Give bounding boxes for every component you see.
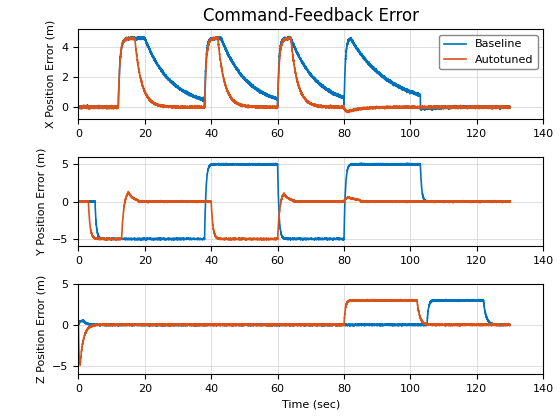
Baseline	[507, 104, 514, 109]
Baseline	[75, 104, 82, 109]
Baseline	[93, 105, 100, 110]
Autotuned	[344, 110, 351, 115]
Autotuned	[160, 104, 166, 109]
Autotuned	[75, 105, 82, 110]
Y-axis label: Z Position Error (m): Z Position Error (m)	[37, 275, 46, 383]
Autotuned	[101, 105, 108, 110]
Y-axis label: Y Position Error (m): Y Position Error (m)	[37, 148, 46, 255]
Baseline	[101, 105, 108, 110]
Autotuned	[77, 104, 83, 109]
Line: Autotuned: Autotuned	[78, 37, 510, 113]
Legend: Baseline, Autotuned: Baseline, Autotuned	[439, 35, 538, 69]
Baseline	[77, 105, 83, 110]
Autotuned	[93, 105, 100, 110]
Autotuned	[507, 105, 514, 110]
X-axis label: Time (sec): Time (sec)	[282, 399, 340, 409]
Baseline	[484, 104, 491, 109]
Title: Command-Feedback Error: Command-Feedback Error	[203, 7, 419, 25]
Autotuned	[286, 36, 293, 41]
Baseline	[160, 70, 166, 75]
Y-axis label: X Position Error (m): X Position Error (m)	[46, 20, 56, 129]
Baseline	[421, 108, 428, 113]
Baseline	[285, 34, 292, 39]
Baseline	[286, 35, 293, 40]
Autotuned	[484, 105, 491, 110]
Autotuned	[214, 34, 221, 39]
Line: Baseline: Baseline	[78, 37, 510, 110]
